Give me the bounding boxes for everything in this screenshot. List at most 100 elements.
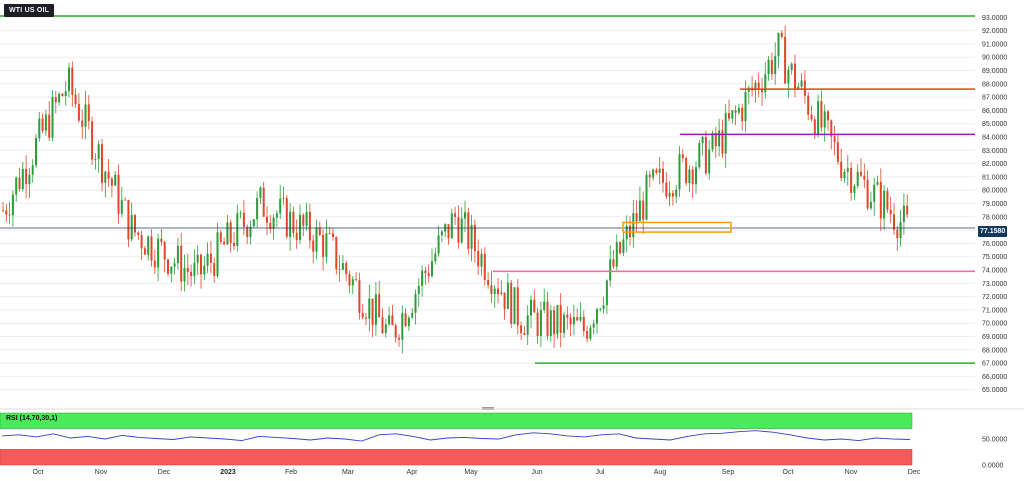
time-tick-label: Sep <box>722 469 735 476</box>
candle-body <box>866 179 869 209</box>
candle-body <box>272 217 275 230</box>
candle-body <box>546 301 549 337</box>
candle-body <box>249 226 252 238</box>
candle-body <box>120 199 123 214</box>
candle-body <box>427 273 430 277</box>
candle-body <box>299 215 301 240</box>
candle-body <box>8 214 11 216</box>
candle-body <box>388 315 391 325</box>
candle-body <box>285 198 288 237</box>
candle-body <box>559 305 562 333</box>
candle-body <box>153 260 156 268</box>
candle-body <box>487 280 490 286</box>
candle-body <box>473 225 476 252</box>
candle-body <box>860 171 862 176</box>
candle-body <box>71 67 74 95</box>
candle-body <box>160 238 163 242</box>
candle-body <box>846 168 849 172</box>
candle-body <box>724 113 727 154</box>
candle-body <box>817 101 820 136</box>
time-tick-label: Nov <box>95 469 108 476</box>
price-tick-label: 80.0000 <box>982 188 1007 195</box>
candle-body <box>784 36 787 84</box>
candle-body <box>137 232 140 236</box>
candle-body <box>437 235 440 254</box>
candle-body <box>186 267 189 272</box>
candle-body <box>596 309 598 324</box>
candle-body <box>41 118 44 131</box>
candle-body <box>734 110 737 113</box>
candle-body <box>200 254 202 275</box>
candle-body <box>219 232 222 242</box>
candle-body <box>579 316 582 321</box>
candle-body <box>695 167 697 185</box>
candle-body <box>64 91 67 97</box>
price-tick-label: 76.0000 <box>982 241 1007 248</box>
candle-body <box>302 215 305 226</box>
candle-body <box>645 174 648 220</box>
candle-body <box>134 214 136 233</box>
candle-body <box>384 324 387 334</box>
candle-body <box>642 200 645 220</box>
candle-body <box>256 198 259 220</box>
instrument-title: WTI US OIL <box>4 4 55 17</box>
candle-body <box>648 174 651 178</box>
candle-body <box>807 95 810 115</box>
candle-body <box>401 313 404 340</box>
candle-body <box>698 143 701 168</box>
candle-body <box>378 294 381 318</box>
candle-body <box>183 267 186 282</box>
candle-body <box>262 187 265 217</box>
candle-body <box>777 33 780 57</box>
candle-body <box>345 263 348 275</box>
candle-body <box>213 263 216 276</box>
time-tick-label: May <box>464 469 478 476</box>
candle-body <box>675 189 678 197</box>
candle-body <box>15 177 18 195</box>
candle-body <box>605 280 608 306</box>
candle-body <box>520 325 523 334</box>
candle-body <box>869 201 872 209</box>
candle-body <box>711 132 714 150</box>
candle-body <box>193 262 196 277</box>
candle-body <box>863 175 866 180</box>
candle-body <box>424 270 427 274</box>
candle-body <box>269 222 272 230</box>
price-tick-label: 68.0000 <box>982 347 1007 354</box>
candle-body <box>358 280 361 313</box>
candle-body <box>94 158 97 160</box>
rsi-pane: 50.0000 0.0000 <box>0 408 1024 470</box>
candle-body <box>665 182 668 197</box>
candle-body <box>589 327 592 339</box>
candle-body <box>242 212 245 227</box>
price-tick-label: 91.0000 <box>982 41 1007 48</box>
candle-body <box>728 113 730 119</box>
candle-body <box>638 200 641 222</box>
candle-body <box>338 269 341 271</box>
candle-body <box>74 94 77 105</box>
candle-body <box>893 214 895 230</box>
candle-body <box>770 59 773 74</box>
candle-body <box>206 253 209 266</box>
time-tick-label: Mar <box>342 469 355 476</box>
candle-body <box>582 316 585 332</box>
candle-body <box>203 265 206 275</box>
price-tick-label: 93.0000 <box>982 15 1007 22</box>
candle-body <box>163 241 166 260</box>
candle-body <box>744 91 747 122</box>
candle-body <box>460 218 463 243</box>
candle-body <box>681 154 684 159</box>
candle-body <box>282 198 285 200</box>
candle-body <box>523 333 526 335</box>
candle-body <box>2 210 4 211</box>
price-tick-label: 82.0000 <box>982 161 1007 168</box>
candle-body <box>229 222 232 243</box>
candle-body <box>655 169 658 173</box>
price-tick-label: 87.0000 <box>982 95 1007 102</box>
candle-body <box>896 229 899 239</box>
candle-body <box>454 213 457 217</box>
candle-body <box>493 288 496 294</box>
candle-body <box>414 293 417 313</box>
candle-body <box>592 323 595 328</box>
candle-body <box>38 118 41 139</box>
